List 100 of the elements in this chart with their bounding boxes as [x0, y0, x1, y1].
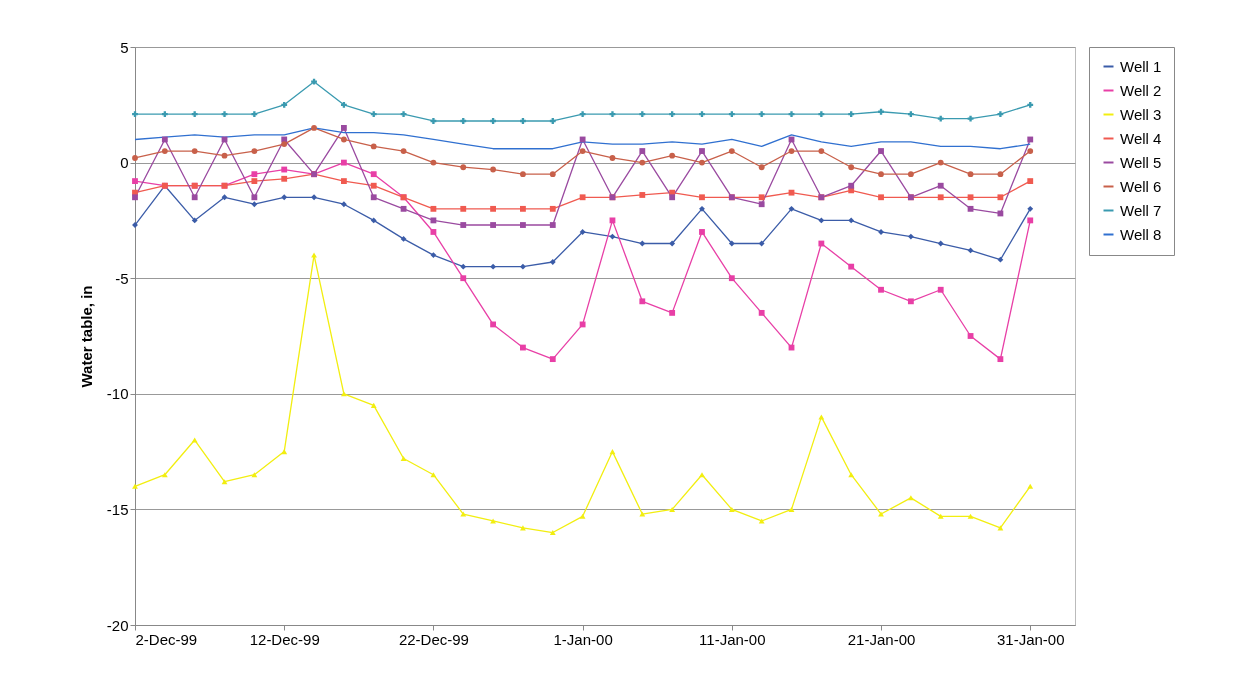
point [878, 171, 884, 178]
point [490, 118, 497, 124]
point [758, 164, 765, 171]
point [997, 171, 1004, 178]
point [609, 111, 616, 117]
point [430, 229, 437, 235]
legend-label: Well 8 [1120, 225, 1162, 243]
point [490, 205, 497, 212]
point [400, 111, 407, 117]
point [997, 111, 1004, 117]
point [907, 171, 914, 178]
point [848, 472, 855, 478]
point [579, 229, 586, 235]
point [370, 111, 377, 117]
point [251, 171, 258, 178]
point [430, 205, 437, 212]
legend-label: Well 3 [1120, 105, 1162, 123]
point [878, 108, 884, 115]
point [460, 205, 467, 212]
point [818, 148, 825, 154]
point [430, 159, 437, 166]
point [639, 298, 646, 305]
point [191, 111, 198, 117]
x-tick-label: 31-Jan-00 [996, 630, 1065, 648]
point [878, 148, 884, 154]
point [639, 192, 646, 198]
point [579, 148, 586, 154]
point [1027, 178, 1034, 185]
point [848, 263, 855, 270]
point [430, 217, 437, 224]
point [788, 148, 795, 154]
point [191, 437, 198, 443]
point [937, 240, 944, 247]
point [728, 506, 735, 512]
point [340, 136, 347, 143]
point [370, 171, 377, 178]
point [132, 194, 138, 201]
point [728, 275, 735, 282]
point [490, 166, 497, 173]
point [490, 222, 497, 228]
point [758, 240, 765, 247]
point [281, 101, 288, 108]
point [878, 194, 884, 201]
legend-label: Well 4 [1120, 129, 1162, 147]
y-tick-label: -20 [106, 616, 129, 634]
point [340, 178, 347, 185]
y-tick-label: 0 [120, 154, 129, 172]
point [669, 152, 676, 159]
point [430, 472, 437, 478]
point [191, 148, 198, 154]
point [818, 111, 825, 117]
point [699, 148, 705, 154]
point [728, 240, 735, 247]
point [639, 159, 646, 166]
point [161, 111, 168, 117]
point [669, 194, 676, 201]
point [728, 148, 735, 154]
point [758, 309, 765, 316]
x-tick-label: 1-Jan-00 [553, 630, 613, 648]
x-tick-label: 22-Dec-99 [398, 630, 469, 648]
point [907, 298, 914, 305]
point [221, 152, 228, 159]
point [937, 182, 944, 189]
point [132, 178, 138, 185]
point [460, 511, 467, 517]
point [549, 222, 556, 228]
y-tick-label: 5 [120, 38, 129, 56]
point [340, 159, 347, 166]
y-axis-title: Water table, in [77, 285, 95, 388]
point [132, 483, 138, 489]
point [878, 286, 884, 293]
point [788, 111, 795, 117]
x-tick-label: 11-Jan-00 [699, 630, 766, 648]
legend-label: Well 7 [1120, 201, 1162, 219]
y-tick-label: -15 [106, 500, 129, 518]
point [490, 263, 497, 270]
point [370, 143, 377, 150]
point [549, 205, 556, 212]
point [340, 125, 347, 131]
point [161, 148, 168, 154]
point [1027, 217, 1034, 224]
point [549, 259, 556, 265]
point [878, 511, 884, 517]
point [997, 256, 1004, 263]
point [251, 148, 258, 154]
point [132, 111, 138, 117]
point [669, 309, 676, 316]
point [281, 449, 288, 455]
point [699, 111, 705, 117]
y-tick-label: -5 [115, 269, 129, 287]
point [520, 118, 526, 124]
point [937, 194, 944, 201]
x-tick-label: 21-Jan-00 [847, 630, 916, 648]
point [430, 118, 437, 124]
point [549, 118, 556, 124]
point [251, 201, 258, 208]
point [937, 286, 944, 293]
point [639, 148, 646, 154]
point [370, 194, 377, 201]
point [400, 456, 407, 462]
